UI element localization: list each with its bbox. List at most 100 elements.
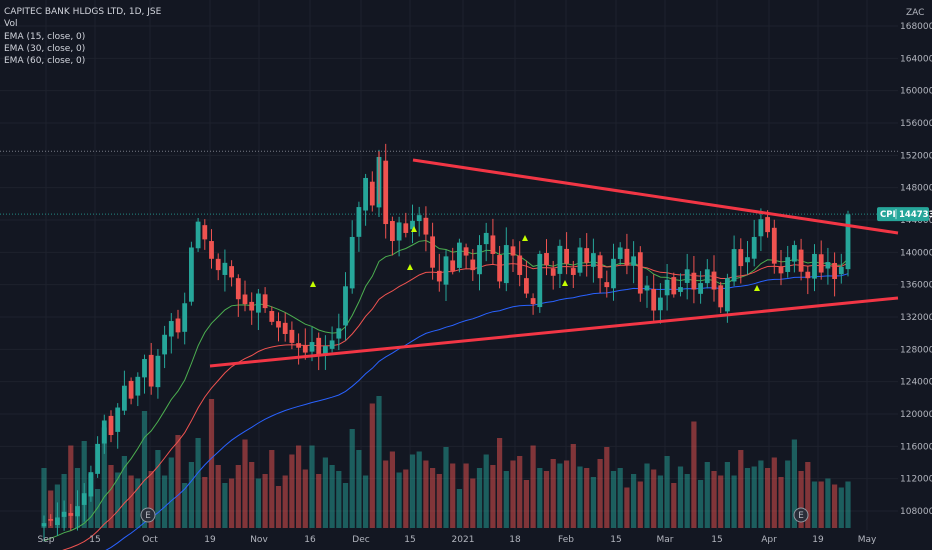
candle-body bbox=[711, 271, 717, 290]
ema60-legend[interactable]: EMA (60, close, 0) bbox=[4, 56, 86, 67]
candle-body bbox=[604, 282, 610, 288]
volume-bar bbox=[41, 468, 47, 528]
volume-bar bbox=[798, 471, 804, 528]
volume-bar bbox=[48, 490, 54, 528]
candle-body bbox=[524, 278, 529, 294]
candle-body bbox=[423, 217, 429, 235]
volume-bar bbox=[175, 435, 181, 528]
time-tick-label: Feb bbox=[558, 535, 574, 545]
volume-bar bbox=[296, 445, 302, 528]
volume-bar bbox=[396, 472, 402, 528]
candle-body bbox=[792, 245, 797, 262]
candle-body bbox=[450, 260, 456, 271]
volume-bar bbox=[631, 474, 637, 528]
ema15-legend[interactable]: EMA (15, close, 0) bbox=[4, 31, 86, 42]
volume-bar bbox=[731, 475, 737, 528]
candle-body bbox=[812, 253, 817, 279]
volume-bar bbox=[282, 475, 288, 528]
candle-body bbox=[262, 294, 268, 309]
buy-signal-marker bbox=[562, 280, 568, 286]
volume-bar bbox=[744, 468, 751, 528]
ema30-legend[interactable]: EMA (30, close, 0) bbox=[4, 43, 86, 54]
price-tick-label: 168000 bbox=[900, 22, 932, 32]
volume-bar bbox=[483, 454, 489, 528]
candle-body bbox=[343, 286, 348, 326]
volume-bar bbox=[651, 469, 657, 528]
volume-bar bbox=[825, 478, 831, 528]
trendlines[interactable] bbox=[209, 158, 899, 368]
buy-signal-marker bbox=[407, 264, 413, 270]
candle-body bbox=[490, 235, 496, 254]
volume-bar bbox=[577, 466, 583, 528]
candle-body bbox=[644, 285, 650, 291]
candle-body bbox=[329, 340, 335, 349]
volume-bar bbox=[383, 460, 389, 528]
volume-bar bbox=[557, 463, 563, 528]
earnings-label: E bbox=[145, 511, 151, 521]
candle-body bbox=[497, 255, 502, 282]
candle-body bbox=[818, 254, 824, 273]
volume-bar bbox=[101, 427, 107, 528]
time-tick-label: 15 bbox=[610, 535, 621, 545]
volume-bar bbox=[684, 474, 690, 528]
symbol-title[interactable]: CAPITEC BANK HLDGS LTD, 1D, JSE bbox=[4, 7, 162, 17]
volume-bar bbox=[724, 462, 730, 528]
volume-bar bbox=[182, 483, 188, 528]
candle-body bbox=[631, 256, 636, 266]
volume-bar bbox=[671, 483, 677, 528]
candle-body bbox=[617, 247, 623, 259]
candle-body bbox=[664, 279, 670, 296]
candle-body bbox=[276, 321, 281, 328]
candle-body bbox=[75, 506, 80, 517]
buy-signal-marker bbox=[522, 235, 528, 241]
volume-bar bbox=[322, 457, 328, 528]
candle-body bbox=[202, 225, 208, 240]
time-tick-label: 15 bbox=[404, 535, 415, 545]
candle-body bbox=[416, 215, 422, 222]
candle-body bbox=[403, 223, 409, 233]
volume-bar bbox=[376, 396, 382, 528]
candle-body bbox=[175, 318, 181, 333]
volume-bar bbox=[711, 471, 717, 528]
volume-bar bbox=[550, 459, 556, 528]
volume-bar bbox=[530, 445, 536, 528]
candle-body bbox=[637, 252, 643, 294]
candle-body bbox=[443, 256, 449, 285]
volume-bar bbox=[369, 403, 375, 528]
volume-bar bbox=[517, 456, 523, 528]
volume-bar bbox=[490, 465, 496, 528]
price-tick-label: 120000 bbox=[900, 410, 932, 420]
volume-bar bbox=[657, 475, 663, 528]
time-axis[interactable]: Sep 15 Oct 19 Nov 16 Dec 15 2021 18 Feb 15 Mar 15 Apr 1… bbox=[38, 535, 877, 545]
candle-body bbox=[55, 517, 60, 525]
time-tick-label: 19 bbox=[812, 535, 824, 545]
volume-bar bbox=[342, 483, 349, 528]
volume-bar bbox=[68, 445, 74, 528]
volume-bar bbox=[610, 471, 617, 528]
candle-body bbox=[369, 181, 375, 206]
candle-body bbox=[115, 407, 121, 432]
volume-bar bbox=[141, 411, 148, 528]
candle-body bbox=[282, 322, 288, 334]
grid-lines bbox=[0, 0, 898, 530]
volume-bar bbox=[229, 478, 235, 528]
support-trendline bbox=[209, 296, 899, 368]
candle-body bbox=[838, 266, 844, 275]
time-tick-label: Nov bbox=[250, 535, 268, 545]
time-tick-label: 2021 bbox=[452, 535, 475, 545]
time-tick-label: Mar bbox=[657, 535, 674, 545]
earnings-circle bbox=[140, 507, 156, 523]
volume-bar bbox=[289, 454, 295, 528]
candle-body bbox=[302, 345, 308, 353]
price-axis[interactable]: 108000 112000 116000 120000 124000 128000 1320… bbox=[900, 22, 932, 517]
volume-legend[interactable]: Vol bbox=[4, 19, 18, 30]
volume-bar bbox=[805, 462, 811, 528]
candle-body bbox=[704, 269, 710, 284]
currency-label: ZAC bbox=[906, 8, 924, 18]
volume-bar bbox=[791, 439, 797, 528]
volume-bar bbox=[691, 421, 697, 528]
volume-bar bbox=[222, 483, 228, 528]
candle-body bbox=[564, 248, 569, 264]
